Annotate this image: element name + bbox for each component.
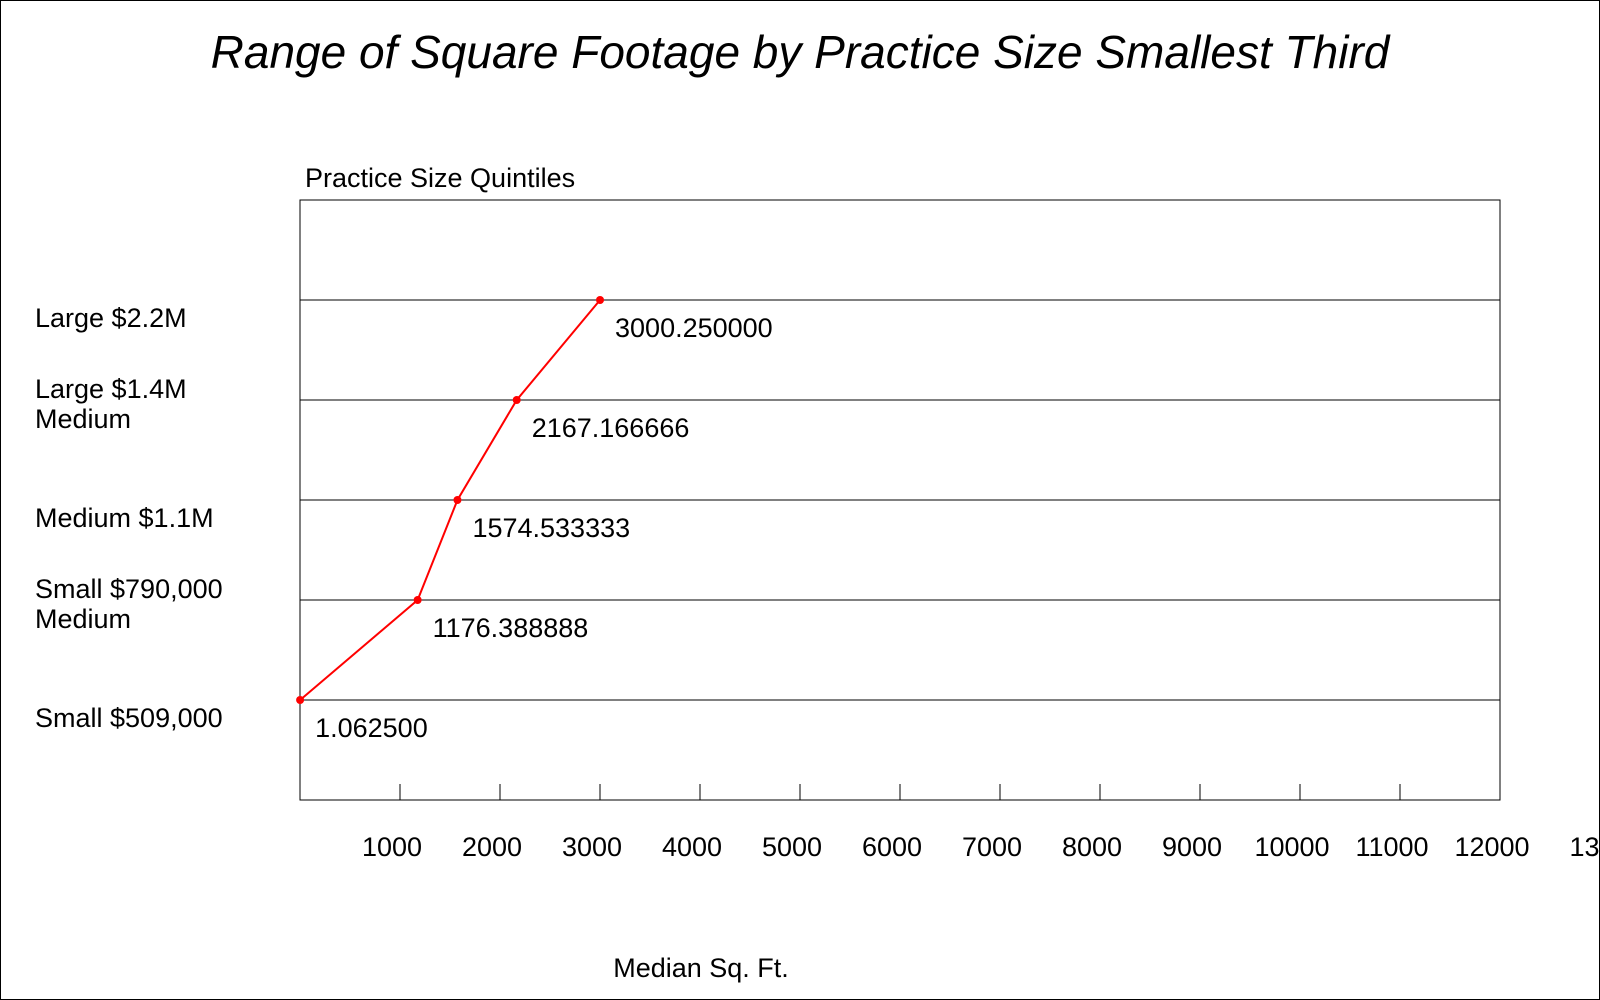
x-tick-label: 130 (1569, 832, 1600, 862)
x-tick-label: 7000 (962, 832, 1022, 862)
y-category-label: Small $790,000 Medium (35, 574, 223, 634)
data-point (512, 396, 521, 404)
x-tick-label: 6000 (862, 832, 922, 862)
y-category-label: Medium $1.1M (35, 503, 214, 533)
y-category-label: Large $2.2M (35, 303, 187, 333)
y-axis-title: Practice Size Quintiles (305, 163, 575, 193)
x-tick-label: 10000 (1254, 832, 1329, 862)
y-axis: Small $509,000 Small $790,000 Medium Medium… (35, 303, 223, 733)
x-axis-title: Median Sq. Ft. (613, 953, 789, 983)
x-tick-label: 3000 (562, 832, 622, 862)
gridlines (300, 299, 1500, 701)
x-tick-label: 8000 (1062, 832, 1122, 862)
data-label: 3000.250000 (615, 313, 773, 343)
y-category-label: Small $509,000 (35, 703, 223, 733)
data-label: 1.062500 (315, 713, 428, 743)
data-point (596, 296, 605, 304)
x-tick-label: 12000 (1454, 832, 1529, 862)
chart-title: Range of Square Footage by Practice Size… (211, 26, 1391, 78)
x-tick-label: 2000 (462, 832, 522, 862)
x-axis: 1000 2000 3000 4000 5000 6000 7000 8000 9000 1000… (362, 784, 1600, 862)
x-tick-label: 5000 (762, 832, 822, 862)
data-point (413, 596, 422, 604)
x-tick-label: 11000 (1355, 832, 1428, 862)
x-tick-label: 9000 (1162, 832, 1222, 862)
x-tick-label: 4000 (662, 832, 722, 862)
data-label: 2167.166666 (532, 413, 690, 443)
data-label: 1574.533333 (472, 513, 630, 543)
data-point (453, 496, 462, 504)
series-layer: 1.062500 1176.388888 1574.533333 2167.16666… (296, 296, 773, 743)
x-tick-label: 1000 (362, 832, 422, 862)
data-label: 1176.388888 (433, 613, 589, 643)
data-point (296, 696, 305, 704)
y-category-label: Large $1.4M Medium (35, 374, 187, 434)
